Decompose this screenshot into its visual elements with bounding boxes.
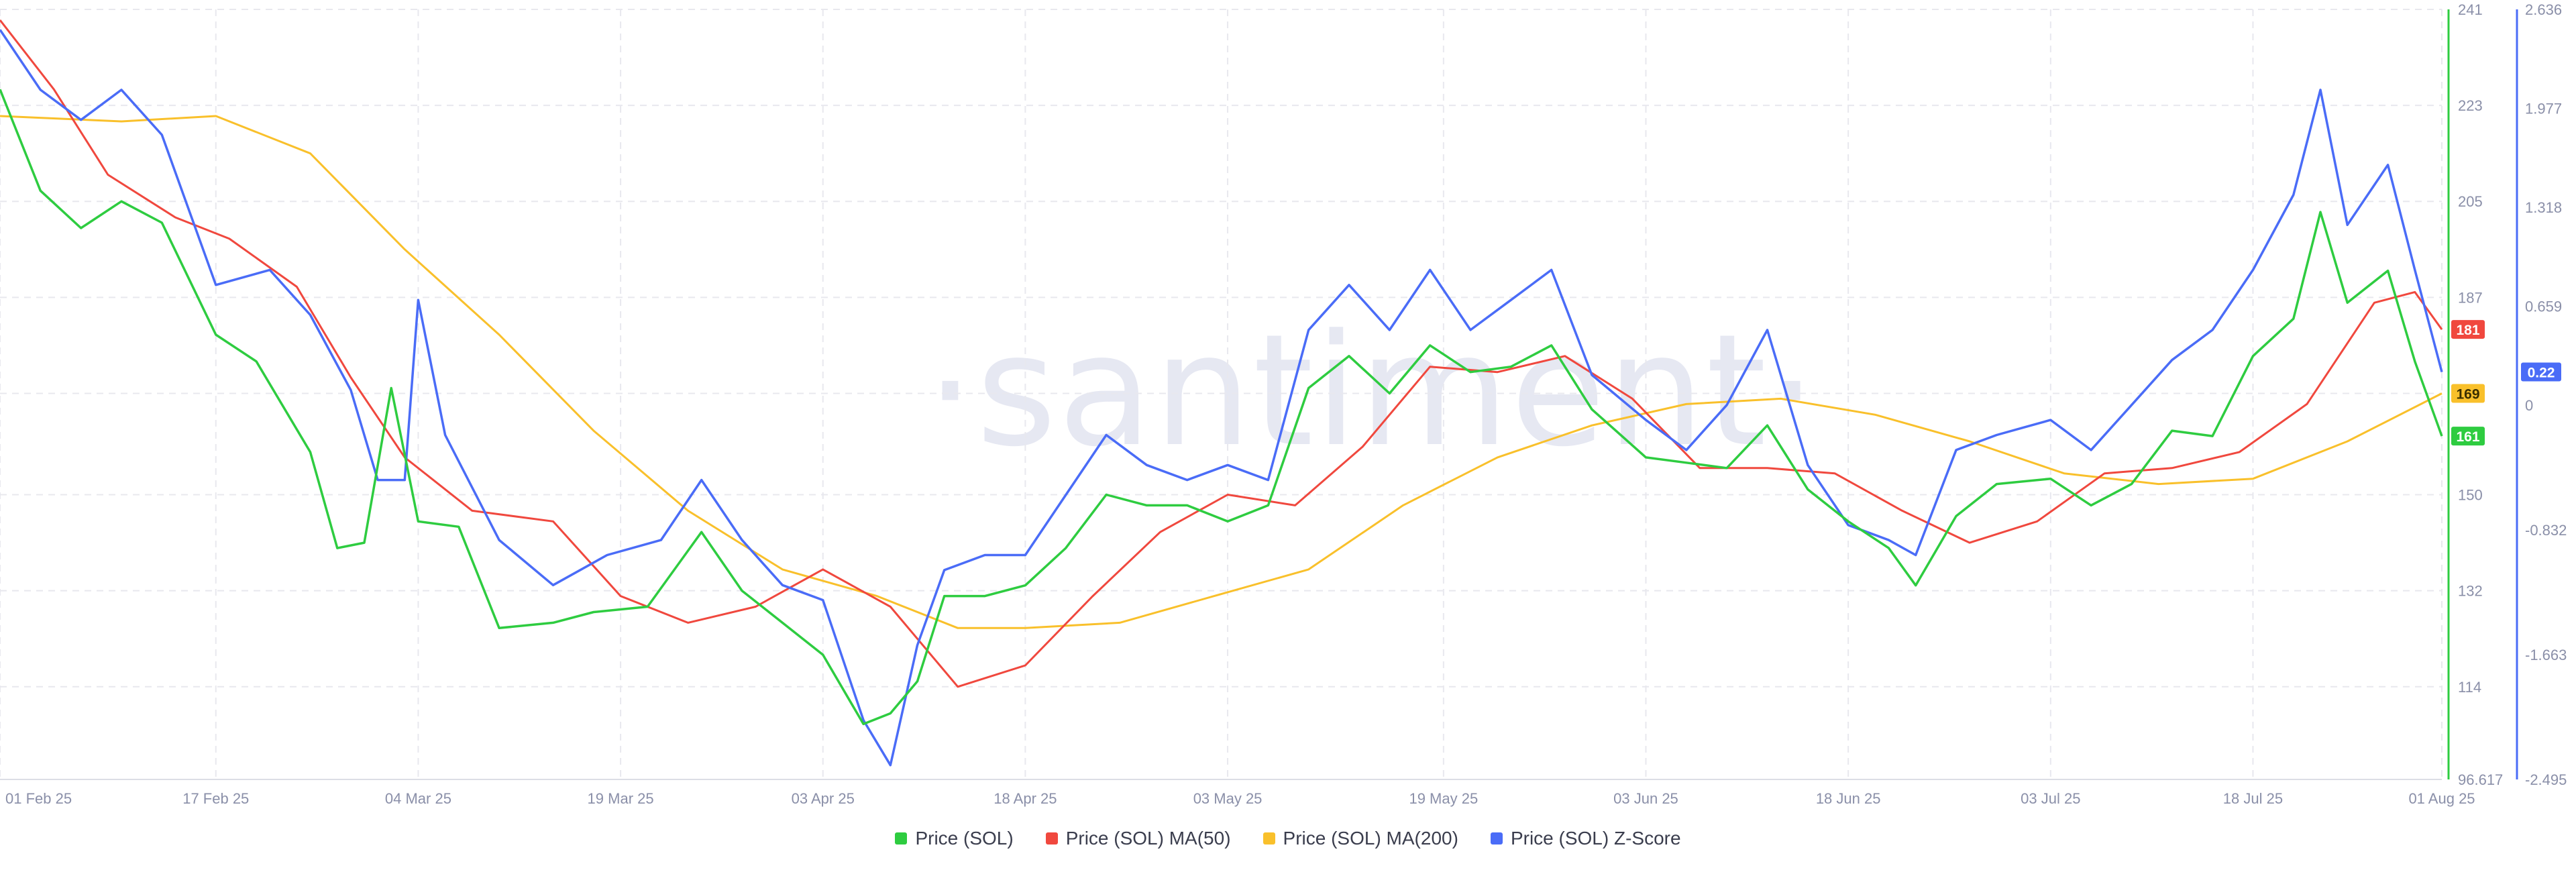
right-y-tick-label: 1.318: [2525, 199, 2562, 216]
last-value-label: 181: [2456, 323, 2479, 338]
right-y-tick-label: 0: [2525, 397, 2533, 414]
x-tick-label: 17 Feb 25: [182, 790, 249, 807]
x-tick-label: 04 Mar 25: [385, 790, 451, 807]
legend-item[interactable]: Price (SOL) Z-Score: [1490, 828, 1681, 849]
left-y-tick-label: 114: [2458, 679, 2481, 696]
series-line-ma50: [0, 19, 2443, 688]
left-y-tick-label: 223: [2458, 97, 2483, 114]
left-y-tick-label: 150: [2458, 487, 2483, 504]
x-tick-label: 19 Mar 25: [588, 790, 654, 807]
last-value-badge: [2451, 320, 2485, 339]
right-y-tick-label: -0.832: [2525, 522, 2567, 539]
right-y-tick-label: 0.659: [2525, 298, 2562, 315]
x-tick-label: 01 Aug 25: [2408, 790, 2475, 807]
left-y-tick-label: 187: [2458, 289, 2483, 306]
right-y-tick-label: -1.663: [2525, 647, 2567, 663]
legend-item[interactable]: Price (SOL) MA(50): [1045, 828, 1231, 849]
last-value-label: 0.22: [2528, 366, 2555, 381]
legend-item[interactable]: Price (SOL): [895, 828, 1014, 849]
last-value-badge: [2451, 427, 2485, 446]
x-tick-label: 18 Jul 25: [2223, 790, 2283, 807]
santiment-watermark: ·santiment·: [926, 302, 1819, 481]
legend-label: Price (SOL): [915, 828, 1014, 849]
legend-swatch: [1263, 832, 1275, 844]
x-tick-label: 03 Apr 25: [792, 790, 855, 807]
left-y-tick-label: 205: [2458, 193, 2483, 210]
legend-swatch: [895, 832, 908, 844]
legend-label: Price (SOL) Z-Score: [1510, 828, 1681, 849]
x-tick-label: 18 Apr 25: [994, 790, 1057, 807]
last-value-badge: [2521, 362, 2561, 382]
legend-label: Price (SOL) MA(200): [1283, 828, 1458, 849]
right-y-tick-label: -2.495: [2525, 771, 2567, 788]
series-line-ma200: [0, 115, 2443, 629]
last-value-label: 161: [2456, 429, 2479, 445]
right-y-tick-label: 2.636: [2525, 1, 2562, 18]
legend-swatch: [1490, 832, 1503, 844]
last-value-badge: [2451, 384, 2485, 403]
legend-swatch: [1045, 832, 1058, 844]
x-tick-label: 19 May 25: [1409, 790, 1478, 807]
legend-label: Price (SOL) MA(50): [1065, 828, 1231, 849]
x-tick-label: 01 Feb 25: [5, 790, 72, 807]
series-line-price: [0, 89, 2443, 726]
chart-legend: Price (SOL) Price (SOL) MA(50) Price (SOL)…: [0, 826, 2576, 851]
x-tick-label: 03 Jul 25: [2021, 790, 2080, 807]
left-y-tick-label: 96.617: [2458, 771, 2503, 788]
last-value-label: 169: [2456, 386, 2479, 402]
x-tick-label: 03 May 25: [1193, 790, 1263, 807]
legend-item[interactable]: Price (SOL) MA(200): [1263, 828, 1458, 849]
left-y-tick-label: 132: [2458, 583, 2483, 600]
x-tick-label: 03 Jun 25: [1613, 790, 1678, 807]
right-y-tick-label: 1.977: [2525, 100, 2562, 117]
x-tick-label: 18 Jun 25: [1816, 790, 1881, 807]
series-line-zscore: [0, 29, 2443, 767]
left-y-tick-label: 241: [2458, 1, 2483, 18]
